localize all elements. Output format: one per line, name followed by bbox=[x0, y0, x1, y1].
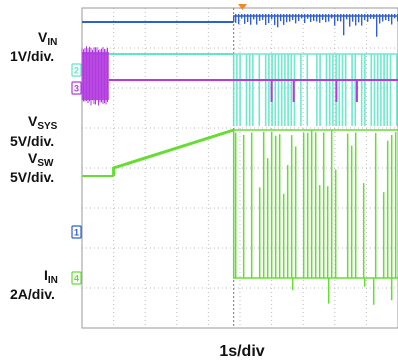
timebase-label: 1s/div bbox=[219, 343, 264, 360]
vsys-label-main: V bbox=[28, 113, 38, 129]
marker-ch3-box bbox=[71, 81, 82, 95]
vsw-scale: 5V/div. bbox=[10, 169, 54, 185]
marker-ch3-text: 3 bbox=[74, 84, 79, 94]
iin-label-sub: IN bbox=[48, 275, 58, 286]
iin-label-main: I bbox=[44, 267, 48, 283]
iin-label: IIN bbox=[44, 267, 58, 286]
vin-label: VIN bbox=[38, 29, 57, 48]
channel-markers: 1 2 3 4 bbox=[71, 63, 82, 285]
marker-ch1-text: 1 bbox=[74, 228, 79, 238]
trace-ch1 bbox=[82, 14, 398, 37]
marker-ch3: 3 bbox=[71, 81, 82, 95]
vsw-label: VSW bbox=[28, 150, 54, 169]
marker-ch2: 2 bbox=[71, 63, 82, 77]
vsw-label-sub: SW bbox=[37, 158, 54, 169]
vsys-label-sub: SYS bbox=[37, 121, 57, 132]
trace-ch1-spikes_down bbox=[232, 14, 398, 37]
vin-label-sub: IN bbox=[47, 37, 57, 48]
marker-ch2-box bbox=[71, 63, 82, 77]
marker-ch1: 1 bbox=[71, 225, 82, 239]
iin-scale: 2A/div. bbox=[10, 286, 55, 302]
vin-label-main: V bbox=[38, 29, 48, 45]
traces bbox=[81, 14, 398, 305]
marker-ch4-text: 4 bbox=[74, 274, 79, 284]
grid-frame bbox=[81, 7, 398, 329]
trigger-marker bbox=[238, 4, 247, 10]
vsys-label: VSYS bbox=[28, 113, 58, 132]
marker-ch2-text: 2 bbox=[74, 66, 79, 76]
vin-scale: 1V/div. bbox=[10, 48, 54, 64]
trace-ch4-pulses_up bbox=[232, 129, 398, 305]
trace-ch3 bbox=[81, 46, 398, 106]
trace-ch3-flat_with_dips bbox=[108, 79, 398, 102]
marker-ch4-box bbox=[71, 271, 82, 285]
trace-ch3-burst-edge bbox=[81, 46, 108, 106]
marker-ch4: 4 bbox=[71, 271, 82, 285]
marker-ch1-box bbox=[71, 225, 82, 239]
vsys-scale: 5V/div. bbox=[10, 133, 54, 149]
vsw-label-main: V bbox=[28, 150, 38, 166]
trace-ch4-ramp bbox=[112, 128, 235, 176]
trace-ch4 bbox=[82, 128, 398, 305]
